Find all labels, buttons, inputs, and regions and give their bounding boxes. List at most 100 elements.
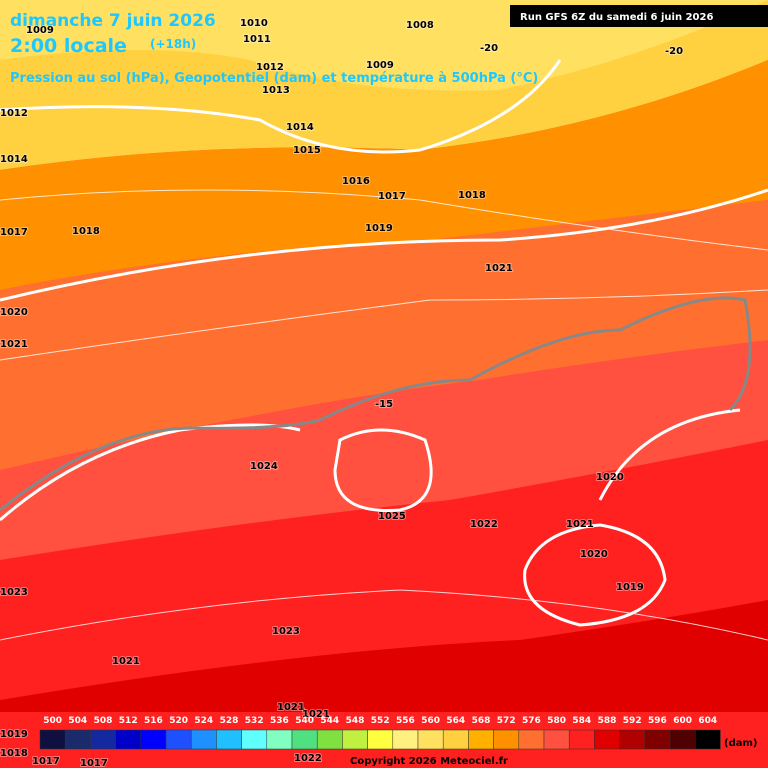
isobar-label: 1021 <box>566 519 594 530</box>
legend-swatch <box>468 729 494 750</box>
isobar-label: 1019 <box>616 582 644 593</box>
isobar-label: 1011 <box>243 34 271 45</box>
isobar <box>0 189 768 641</box>
legend-swatch <box>392 729 419 750</box>
legend-swatch <box>644 729 671 750</box>
legend-swatch <box>367 729 394 750</box>
legend-swatch <box>518 729 545 750</box>
isobar-label: 1010 <box>240 18 268 29</box>
legend-label: 588 <box>598 716 617 726</box>
legend-label: 508 <box>94 716 113 726</box>
legend-swatch <box>165 729 192 750</box>
legend-label: 536 <box>270 716 289 726</box>
isobar-label: 1008 <box>406 20 434 31</box>
band <box>0 200 768 470</box>
legend-label: 560 <box>421 716 440 726</box>
isobar-label: 1017 <box>378 191 406 202</box>
legend-swatch <box>442 729 469 750</box>
legend-unit: (dam) <box>724 738 757 749</box>
legend-label: 564 <box>446 716 465 726</box>
isobar-label: 1009 <box>26 25 54 36</box>
offset: (+18h) <box>150 37 196 51</box>
legend-swatch <box>543 729 570 750</box>
isobar-label: 1023 <box>272 626 300 637</box>
legend-label: 516 <box>144 716 163 726</box>
isobar-label: 1021 <box>302 709 330 720</box>
legend-swatch <box>417 729 444 750</box>
legend-swatch <box>39 729 66 750</box>
isobar-label: 1018 <box>72 226 100 237</box>
copyright: Copyright 2026 Meteociel.fr <box>350 756 508 767</box>
isobar-label: 1020 <box>580 549 608 560</box>
isobar-label: 1013 <box>262 85 290 96</box>
isobar-label: 1018 <box>458 190 486 201</box>
isobar-label: 1025 <box>378 511 406 522</box>
isobar-label: 1012 <box>0 108 28 119</box>
temperature-label: -20 <box>665 46 683 57</box>
legend-label: 600 <box>673 716 692 726</box>
legend-label: 572 <box>497 716 516 726</box>
legend-swatch <box>342 729 368 750</box>
legend-label: 532 <box>245 716 264 726</box>
isobar-label: 1022 <box>470 519 498 530</box>
legend-label: 512 <box>119 716 138 726</box>
contour <box>333 408 741 627</box>
isobar-label: 1022 <box>294 753 322 764</box>
legend-label: 500 <box>43 716 62 726</box>
isobar-label: 1017 <box>32 756 60 767</box>
isobar-label: 1014 <box>286 122 314 133</box>
legend-swatch <box>216 729 242 750</box>
isobar-label: 1021 <box>277 702 305 713</box>
isotherm <box>0 296 752 512</box>
isobar-label: 1016 <box>342 176 370 187</box>
legend-label: 596 <box>648 716 667 726</box>
legend-swatch <box>594 729 620 750</box>
legend-label: 544 <box>320 716 339 726</box>
legend-label: 576 <box>522 716 541 726</box>
isobar-label: 1019 <box>365 223 393 234</box>
legend-swatch <box>241 729 268 750</box>
subtitle: Pression au sol (hPa), Geopotentiel (dam… <box>10 71 538 86</box>
legend-swatch <box>694 729 721 750</box>
legend-label: 548 <box>346 716 365 726</box>
legend-swatch <box>619 729 646 750</box>
isobar-label: 1021 <box>112 656 140 667</box>
time: 2:00 locale <box>10 35 127 57</box>
isobar-label: 1021 <box>0 339 28 350</box>
legend-swatch <box>90 729 116 750</box>
legend-label: 524 <box>194 716 213 726</box>
date: dimanche 7 juin 2026 <box>10 11 216 31</box>
temperature-label: -20 <box>480 43 498 54</box>
legend-swatch <box>291 729 318 750</box>
temperature-label: -15 <box>375 399 393 410</box>
legend-label: 604 <box>698 716 717 726</box>
legend-swatch <box>266 729 293 750</box>
isobar-label: 1024 <box>250 461 278 472</box>
isobar-label: 1020 <box>596 472 624 483</box>
band <box>0 60 768 290</box>
legend-label: 592 <box>623 716 642 726</box>
legend-label: 568 <box>472 716 491 726</box>
legend-label: 520 <box>169 716 188 726</box>
isobar-label: 1019 <box>0 729 28 740</box>
legend-label: 552 <box>371 716 390 726</box>
isobar-label: 1014 <box>0 154 28 165</box>
legend-swatch <box>669 729 696 750</box>
legend-swatch <box>140 729 167 750</box>
isobar-label: 1018 <box>0 748 28 759</box>
isobar-label: 1012 <box>256 62 284 73</box>
legend-label: 528 <box>220 716 239 726</box>
legend-swatch <box>493 729 520 750</box>
isobar-label: 1015 <box>293 145 321 156</box>
legend-swatch <box>115 729 142 750</box>
isobar-label: 1009 <box>366 60 394 71</box>
isobar-label: 1017 <box>80 758 108 768</box>
legend-label: 556 <box>396 716 415 726</box>
legend-swatch <box>568 729 595 750</box>
legend-label: 540 <box>295 716 314 726</box>
run-box <box>510 5 768 27</box>
isobar-label: 1023 <box>0 587 28 598</box>
legend-swatch <box>316 729 343 750</box>
legend-swatch <box>190 729 217 750</box>
